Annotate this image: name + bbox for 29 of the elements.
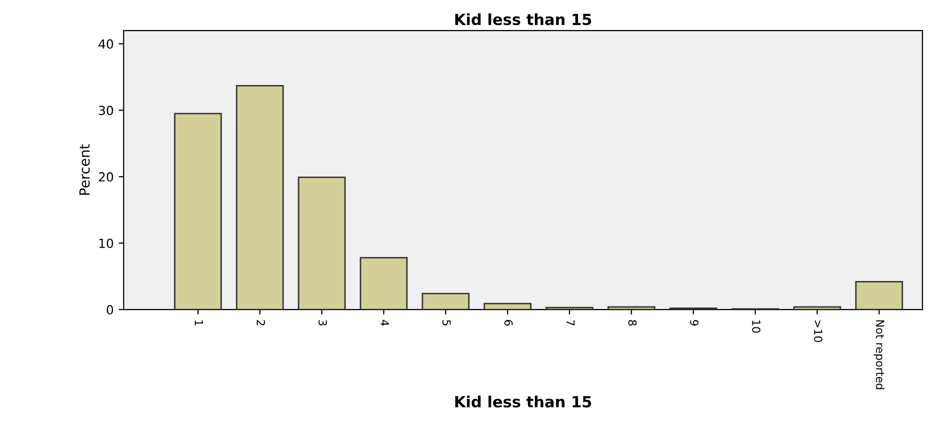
y-tick-label: 40 <box>98 39 114 49</box>
x-tick-label: 3 <box>318 320 327 326</box>
y-axis-title: Percent <box>79 144 90 195</box>
bar <box>298 176 346 310</box>
x-tick-label: 10 <box>752 320 760 333</box>
bar <box>174 112 222 310</box>
bar <box>236 84 284 310</box>
x-tick-label: 7 <box>566 320 575 326</box>
x-tick-label: 2 <box>256 320 266 326</box>
x-tick-label: 5 <box>442 320 451 326</box>
bar <box>484 302 532 310</box>
x-axis-title: Kid less than 15 <box>455 396 592 408</box>
y-tick-label: 30 <box>98 106 114 116</box>
x-tick-label: 9 <box>690 320 699 326</box>
chart-title: Kid less than 15 <box>455 13 592 26</box>
bar <box>360 257 408 310</box>
x-tick-label: 1 <box>194 320 203 326</box>
x-tick-label: Not reported <box>874 320 884 390</box>
x-tick-label: 8 <box>628 320 637 326</box>
x-tick-label: 4 <box>380 320 389 326</box>
bar <box>608 306 656 310</box>
bar <box>855 280 904 310</box>
y-tick-label: 10 <box>99 238 114 248</box>
x-tick-label: >10 <box>814 320 822 342</box>
y-tick-label: 0 <box>106 305 114 314</box>
y-tick-label: 20 <box>98 172 114 182</box>
bar <box>793 306 842 310</box>
bar <box>422 292 470 310</box>
x-tick-label: 6 <box>504 320 513 326</box>
